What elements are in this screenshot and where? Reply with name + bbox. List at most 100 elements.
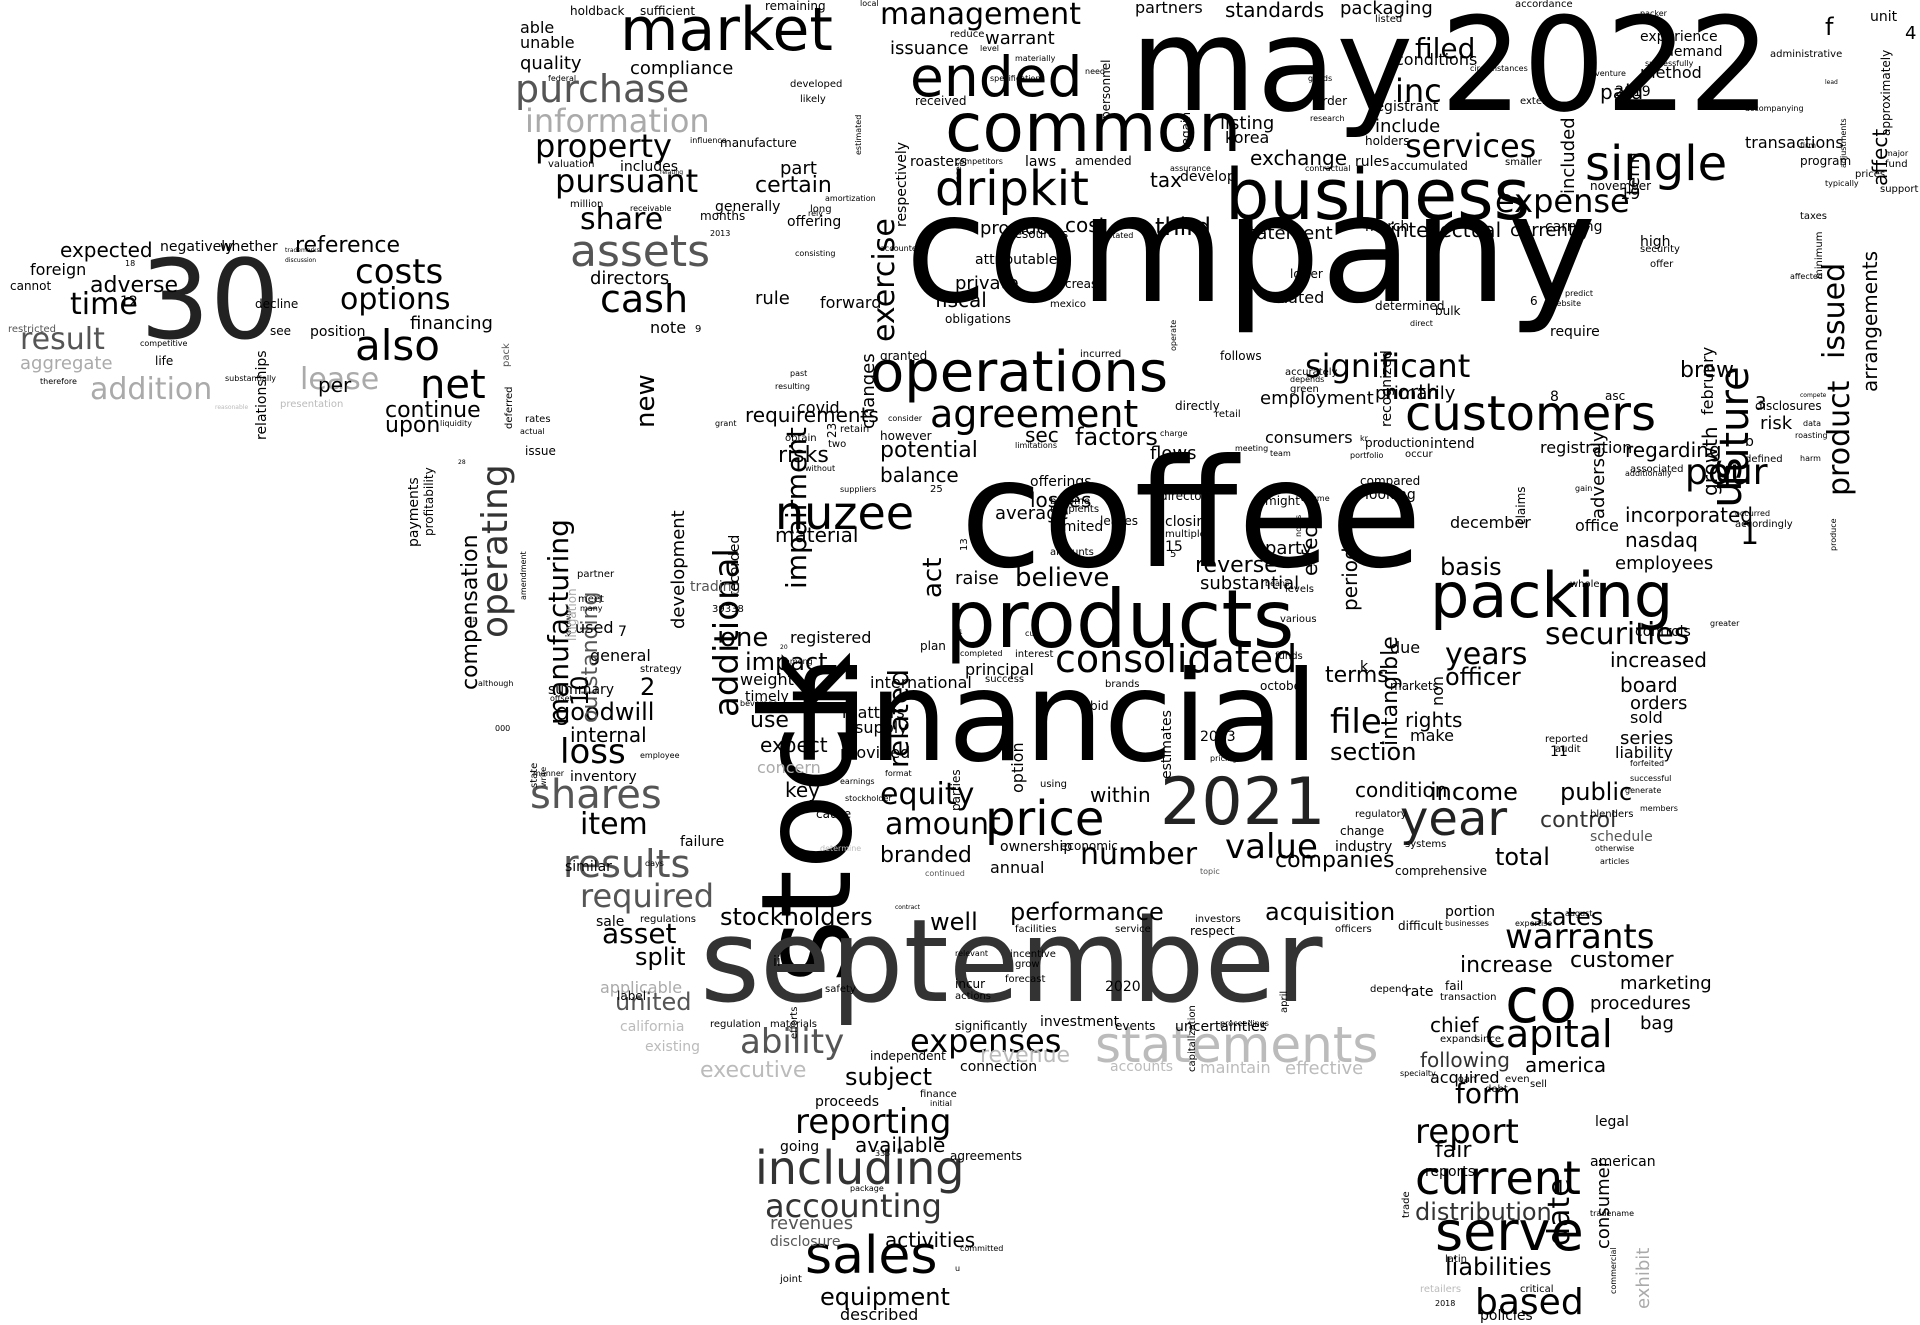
word-184: certain — [755, 173, 832, 198]
word-292: compared — [1360, 474, 1421, 488]
word-331: efforts — [789, 1006, 800, 1039]
word-132: following — [1420, 1048, 1510, 1072]
word-443: relevant — [955, 949, 989, 958]
word-548: level — [980, 44, 1000, 53]
word-450: proceedings — [1220, 1019, 1269, 1028]
word-506: articles — [1600, 857, 1630, 866]
word-425: volume — [1300, 494, 1330, 503]
word-547: materially — [1015, 54, 1056, 63]
word-179: provide — [980, 218, 1048, 239]
word-347: since — [1475, 1034, 1501, 1045]
word-459: although — [478, 679, 514, 688]
word-434: limitations — [1015, 441, 1057, 450]
word-175: currently — [1510, 220, 1591, 241]
word-437: retain — [840, 424, 870, 435]
word-248: annual — [990, 858, 1045, 877]
word-312: decline — [255, 297, 299, 311]
word-555: 4 — [1905, 23, 1917, 44]
word-197: average — [995, 503, 1069, 524]
word-392: smaller — [1505, 157, 1542, 168]
word-156: increased — [1610, 648, 1707, 672]
word-96: public — [1560, 778, 1633, 806]
word-361: mexico — [1050, 299, 1087, 310]
word-372: defined — [1745, 454, 1783, 465]
word-117: expected — [60, 238, 153, 262]
word-371: accordingly — [1735, 519, 1793, 530]
word-515: interest — [1015, 649, 1054, 660]
word-150: nasdaq — [1625, 528, 1698, 552]
word-365: directly — [1175, 399, 1220, 413]
word-38: costs — [355, 252, 444, 292]
word-439: two — [828, 439, 847, 450]
word-20: serve — [1435, 1200, 1584, 1263]
word-157: board — [1620, 673, 1678, 697]
word-260: sale — [596, 914, 625, 930]
word-470: reasonable — [215, 404, 249, 411]
word-525: direct — [1410, 319, 1433, 328]
word-580: 2020 — [1105, 979, 1141, 995]
word-536: produce — [1829, 518, 1838, 551]
word-154: growth — [1698, 426, 1722, 496]
word-398: contractual — [1305, 164, 1351, 173]
word-52: loss — [560, 732, 626, 772]
word-431: amounts — [1050, 547, 1094, 558]
word-32: purchase — [515, 67, 690, 111]
word-565: 15 — [1165, 539, 1183, 555]
word-342: depend — [1370, 984, 1408, 995]
word-230: going — [780, 1139, 820, 1155]
word-286: lower — [1290, 267, 1323, 281]
word-213: standards — [1225, 0, 1325, 22]
word-477: days — [645, 859, 664, 868]
word-95: income — [1430, 778, 1518, 806]
word-388: program — [1800, 154, 1852, 168]
word-29: consolidated — [1055, 637, 1298, 681]
word-283: develop — [1180, 169, 1236, 185]
word-481: determine — [820, 844, 862, 853]
word-107: material — [775, 523, 859, 547]
word-382: prices — [1855, 169, 1886, 180]
word-264: existing — [645, 1039, 700, 1055]
word-487: completed — [960, 649, 1003, 658]
word-119: continue — [385, 398, 481, 423]
word-97: control — [1540, 808, 1617, 833]
word-453: meet — [578, 594, 604, 605]
word-561: 10 — [566, 675, 594, 707]
word-497: reported — [1545, 734, 1589, 745]
word-363: determined — [1375, 299, 1445, 313]
word-390: rules — [1355, 154, 1390, 170]
word-530: firm — [1800, 141, 1816, 150]
word-85: filed — [1415, 32, 1476, 65]
word-344: fail — [1445, 979, 1464, 993]
word-309: issue — [525, 444, 556, 458]
word-255: general — [590, 646, 651, 665]
word-15: ended — [910, 45, 1083, 109]
word-332: finance — [920, 1089, 957, 1100]
word-582: 39338 — [712, 604, 744, 615]
word-496: whole — [1570, 579, 1600, 590]
word-575: 000 — [495, 724, 511, 733]
word-386: successfully — [1645, 59, 1694, 68]
word-586: f — [1825, 13, 1834, 41]
word-180: fiscal — [935, 288, 987, 312]
word-572: 28 — [458, 459, 466, 466]
word-553: 2 — [640, 673, 656, 701]
word-474: discussion — [285, 257, 317, 264]
word-28: agreement — [930, 392, 1139, 436]
word-21: co — [1505, 964, 1578, 1037]
word-438: however — [880, 429, 932, 443]
word-202: exchange — [1250, 146, 1348, 170]
word-50: required — [580, 877, 715, 915]
word-140: fair — [1435, 1138, 1472, 1163]
word-247: estimates — [1159, 710, 1175, 780]
word-10: common — [945, 89, 1242, 168]
word-122: per — [318, 373, 352, 397]
word-300: march — [1365, 219, 1410, 235]
word-275: remaining — [765, 0, 826, 13]
word-541: relating — [660, 169, 684, 176]
word-333: initial — [930, 1099, 952, 1108]
word-128: accounts — [1110, 1059, 1174, 1075]
word-318: significantly — [955, 1019, 1028, 1033]
word-429: become — [1050, 496, 1091, 507]
word-328: regulations — [640, 914, 697, 925]
word-377: security — [1640, 244, 1680, 255]
